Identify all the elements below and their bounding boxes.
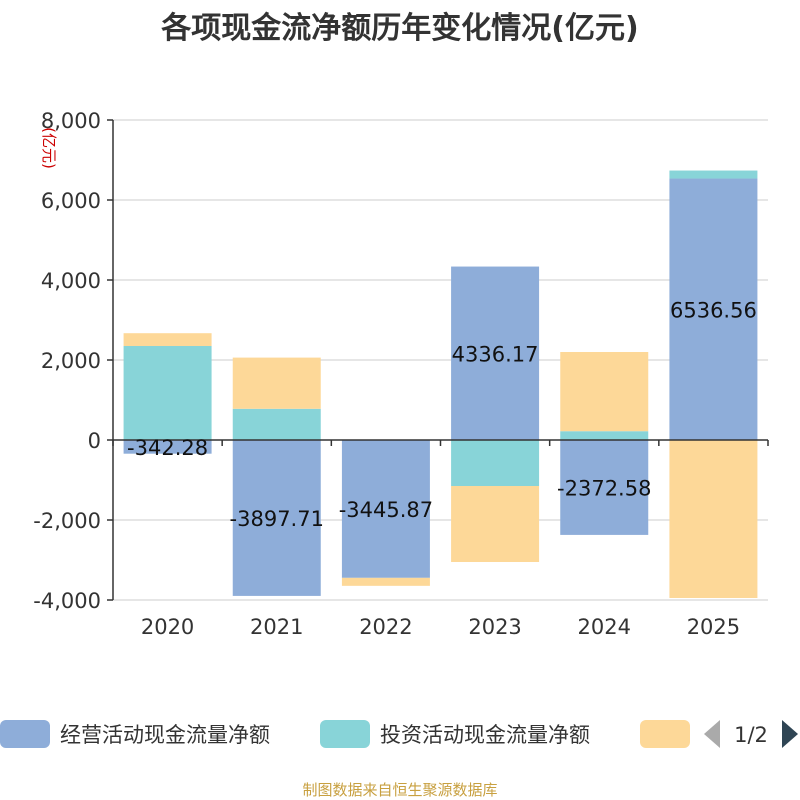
legend-swatch <box>320 720 370 748</box>
y-tick-label: 8,000 <box>41 109 101 133</box>
data-labels: -342.28 -3897.71 -3445.87 4336.17 -2372.58 65… <box>127 298 757 531</box>
bar-2022-series-1 <box>341 440 430 578</box>
legend-label: 投资活动现金流量净额 <box>380 723 590 747</box>
x-tick-label: 2022 <box>359 615 412 639</box>
x-tick-label: 2024 <box>578 615 631 639</box>
x-tick-label: 2021 <box>250 615 303 639</box>
bar-2020-series-3 <box>123 333 212 346</box>
legend-swatch <box>640 720 690 748</box>
bar-2020-series-2 <box>123 346 212 440</box>
y-tick-label: -2,000 <box>33 509 101 533</box>
data-label: 4336.17 <box>452 342 539 366</box>
bars <box>123 170 758 598</box>
bar-2023-series-2 <box>451 440 540 486</box>
y-tick-label: -4,000 <box>33 589 101 613</box>
bar-2025-series-1 <box>669 178 758 440</box>
axes: 8,000 6,000 4,000 2,000 0 -2,000 -4,000 2020 202… <box>33 109 769 639</box>
data-label: -342.28 <box>127 436 208 460</box>
legend-label: 经营活动现金流量净额 <box>60 723 270 747</box>
bar-2024-series-1 <box>560 440 649 535</box>
chart-title: 各项现金流净额历年变化情况(亿元) <box>160 11 638 46</box>
bar-2023-series-1 <box>451 266 540 440</box>
y-tick-label: 6,000 <box>41 189 101 213</box>
y-axis-unit: (亿元) <box>40 127 58 169</box>
bar-2021-series-2 <box>232 408 321 440</box>
x-tick-label: 2025 <box>687 615 740 639</box>
bar-2020-series-1 <box>123 440 212 454</box>
data-label: -2372.58 <box>557 476 651 500</box>
legend-next-icon[interactable] <box>782 720 798 748</box>
bar-2023-series-3 <box>451 486 540 562</box>
bar-2022-series-3 <box>341 577 430 586</box>
bar-2021-series-1 <box>232 440 321 596</box>
x-tick-label: 2020 <box>141 615 194 639</box>
bar-2024-series-2 <box>560 431 649 440</box>
legend-page-indicator: 1/2 <box>734 723 768 747</box>
y-tick-label: 0 <box>88 429 101 453</box>
bar-2021-series-3 <box>232 357 321 409</box>
y-tick-label: 4,000 <box>41 269 101 293</box>
data-label: -3445.87 <box>339 498 433 522</box>
data-label: -3897.71 <box>230 507 324 531</box>
legend-prev-icon[interactable] <box>704 720 720 748</box>
data-source: 制图数据来自恒生聚源数据库 <box>302 781 497 799</box>
bar-2025-series-2 <box>669 170 758 179</box>
legend-swatch <box>0 720 50 748</box>
x-tick-label: 2023 <box>468 615 521 639</box>
bar-2024-series-3 <box>560 352 649 432</box>
data-label: 6536.56 <box>670 298 757 322</box>
y-tick-label: 2,000 <box>41 349 101 373</box>
legend: 经营活动现金流量净额 投资活动现金流量净额 1/2 <box>0 720 798 748</box>
bar-2025-series-3 <box>669 440 758 598</box>
